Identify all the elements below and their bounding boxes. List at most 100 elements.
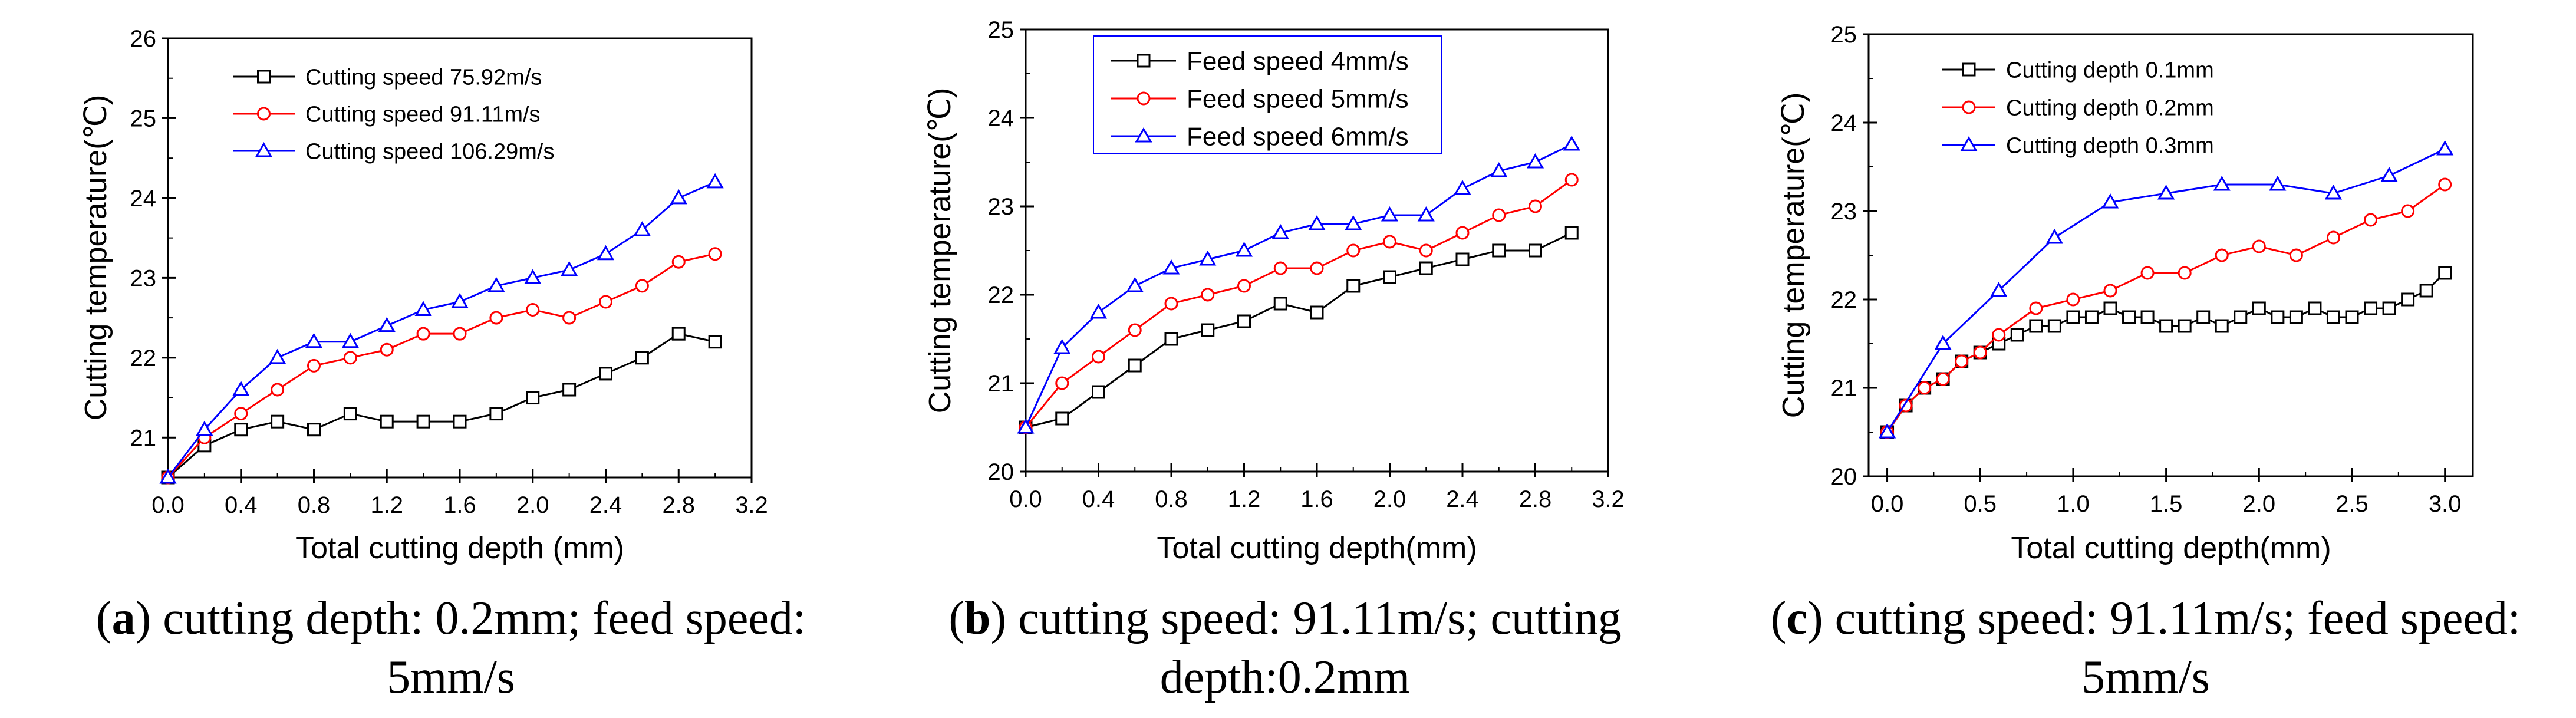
data-point: [562, 383, 577, 397]
series-line: [167, 332, 716, 479]
data-point: [2326, 310, 2340, 324]
data-point: [1128, 323, 1142, 337]
data-point: [2029, 319, 2043, 333]
data-point: [1199, 250, 1217, 266]
y-tick-label: 22: [1831, 287, 1857, 313]
x-tick-label: 0.0: [1009, 486, 1042, 512]
data-point: [1201, 288, 1215, 302]
caption-b-line1: (b) cutting speed: 91.11m/s; cutting: [948, 592, 1621, 644]
data-point: [1092, 350, 1105, 364]
legend-box: [1093, 35, 1442, 154]
data-point: [1126, 276, 1144, 292]
caption-b-line2: depth:0.2mm: [1160, 651, 1410, 703]
data-point: [234, 407, 248, 421]
data-point: [1128, 358, 1142, 373]
data-point: [1162, 259, 1180, 275]
caption-c-text: ) cutting speed: 91.11m/s; feed speed:: [1807, 592, 2521, 644]
data-point: [453, 327, 467, 341]
data-point: [635, 279, 649, 293]
data-point: [706, 173, 724, 189]
data-point: [1273, 261, 1287, 275]
data-point: [1419, 261, 1433, 275]
x-tick-label: 0.8: [298, 492, 331, 518]
data-point: [526, 391, 540, 405]
data-point: [2215, 319, 2229, 333]
data-point: [307, 423, 321, 437]
data-point: [2140, 310, 2155, 324]
data-point: [271, 383, 285, 397]
data-point: [2122, 310, 2136, 324]
data-point: [1936, 372, 1950, 386]
y-axis-label-a: Cutting temperature(℃): [79, 95, 113, 421]
series-line: [1025, 179, 1573, 428]
y-tick-label: 26: [130, 26, 157, 52]
data-point: [2419, 284, 2433, 298]
data-point: [1492, 208, 1506, 222]
data-point: [635, 351, 649, 365]
legend-b: Feed speed 4mm/s Feed speed 5mm/s Feed spe…: [1093, 35, 1442, 154]
x-tick-label: 1.6: [443, 492, 476, 518]
data-point: [2269, 175, 2287, 191]
x-ticks-c: 0.0 0.5 1.0 1.5 2.0 2.5 3.0: [1871, 468, 2461, 517]
series-c: [1878, 140, 2454, 439]
x-tick-label: 0.0: [151, 492, 185, 518]
data-point: [453, 414, 467, 429]
data-point: [1346, 279, 1361, 293]
legend-marker: [257, 107, 271, 121]
series-line: [1025, 232, 1572, 429]
data-point: [2103, 301, 2117, 315]
legend-label: Cutting speed 91.11m/s: [305, 102, 541, 127]
y-tick-label: 21: [1831, 376, 1857, 401]
y-axis-label-c: Cutting temperature(℃): [1777, 93, 1811, 419]
caption-b-letter: b: [964, 592, 991, 644]
x-tick-label: 1.2: [370, 492, 403, 518]
caption-a-line2: 5mm/s: [387, 651, 515, 703]
x-tick-label: 2.8: [1519, 486, 1552, 512]
data-point: [1345, 215, 1362, 230]
series-line: [167, 253, 716, 479]
data-point: [1383, 235, 1396, 249]
x-axis-label-a: Total cutting depth (mm): [295, 531, 624, 565]
caption-b-text: ) cutting speed: 91.11m/s; cutting: [990, 592, 1621, 644]
data-point: [1918, 381, 1932, 395]
data-point: [1455, 252, 1470, 266]
x-tick-label: 3.2: [1592, 486, 1625, 512]
legend-marker: [255, 141, 273, 157]
x-tick-label: 2.0: [516, 492, 549, 518]
data-point: [1164, 332, 1178, 346]
data-point: [1529, 199, 1542, 213]
data-point: [2159, 319, 2173, 333]
data-point: [2140, 266, 2155, 280]
data-point: [489, 311, 503, 325]
data-point: [2213, 175, 2231, 191]
data-point: [671, 255, 686, 269]
x-axis-label-b: Total cutting depth(mm): [1157, 531, 1477, 565]
data-point: [196, 420, 213, 436]
x-ticks-a: 0.0 0.4 0.8 1.2 1.6 2.0 2.4 2.8 3.2: [151, 469, 768, 518]
data-point: [597, 245, 615, 261]
x-tick-label: 0.4: [225, 492, 258, 518]
data-point: [1089, 303, 1108, 319]
data-point: [1273, 297, 1287, 311]
data-point: [524, 269, 542, 284]
data-point: [1055, 411, 1069, 426]
data-point: [2401, 204, 2415, 218]
data-point: [234, 423, 248, 437]
data-point: [1973, 345, 1987, 360]
x-tick-label: 2.8: [662, 492, 695, 518]
x-tick-label: 1.6: [1300, 486, 1333, 512]
data-point: [2345, 310, 2359, 324]
x-tick-label: 1.5: [2150, 491, 2183, 517]
y-ticks-c: 20 21 22 23 24 25: [1831, 22, 1877, 490]
legend-label: Cutting depth 0.2mm: [2006, 95, 2214, 120]
caption-c-line1: (c) cutting speed: 91.11m/s; feed speed:: [1771, 592, 2521, 644]
data-point: [2157, 184, 2175, 200]
legend-label: Feed speed 5mm/s: [1187, 84, 1409, 113]
data-point: [561, 261, 578, 276]
data-point: [671, 327, 686, 341]
y-axis-label-b: Cutting temperature(℃): [923, 88, 957, 414]
x-tick-label: 3.2: [735, 492, 768, 518]
data-point: [1053, 338, 1071, 354]
data-point: [2047, 319, 2061, 333]
